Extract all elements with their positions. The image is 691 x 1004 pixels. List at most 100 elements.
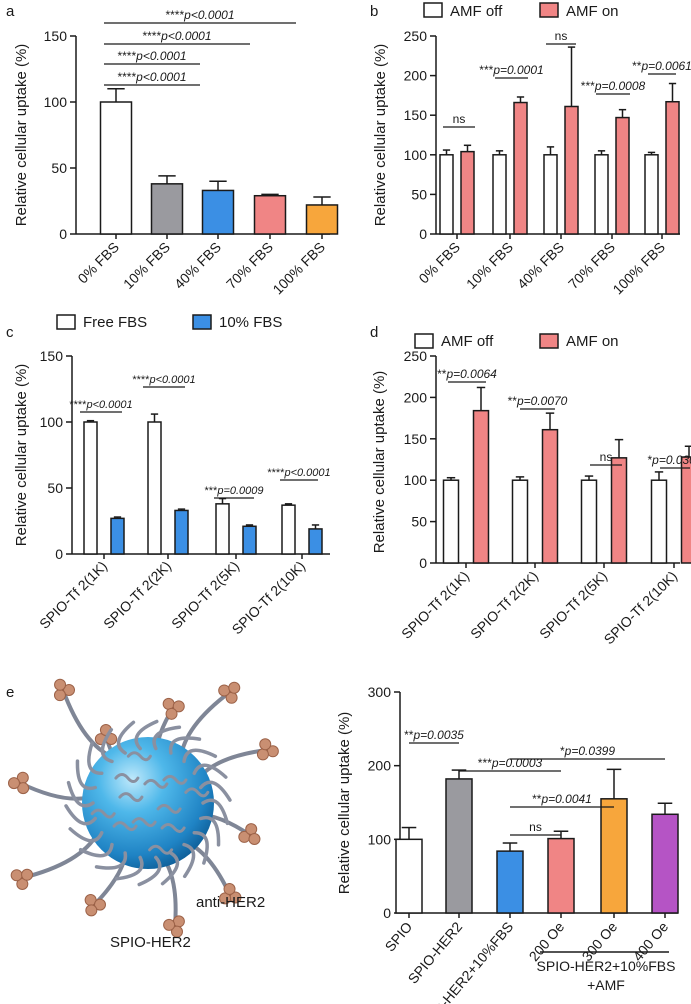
surface-loop-2 [148, 844, 174, 855]
legend-swatch-d-amf-off [414, 333, 434, 349]
antibody-surface [64, 719, 232, 887]
ytick-label-e-1: 100 [368, 831, 392, 847]
bar-c-s1-2 [242, 525, 257, 555]
bars-c [83, 421, 323, 555]
bar-c-s0-3 [281, 504, 296, 555]
sig-stars-e-4: * [560, 744, 565, 758]
xtick-label-b-3: 70% FBS [565, 239, 618, 292]
bar-c-s0-2 [215, 503, 230, 555]
legend-swatch-amf-on [539, 2, 559, 18]
bar-c-s1-1 [174, 509, 189, 555]
surface-loop-3 [131, 817, 157, 828]
ytick-label-b-3: 150 [404, 107, 428, 123]
bar-c-s0-1 [147, 421, 162, 555]
chart-c: c Relative cellular uptake (%) Free FBS … [6, 314, 331, 637]
bar-a-1 [150, 183, 184, 235]
xtick-label-c-1: SPIO-Tf 2(2K) [100, 558, 174, 632]
sig-stars-c-1: **** [132, 374, 150, 386]
ytick-label-d-0: 0 [419, 555, 427, 571]
antibody-lobe-7-2 [248, 833, 261, 846]
sig-pvalue-b-1: p=0.0001 [492, 63, 543, 77]
sig-pvalue-d-0: p=0.0064 [445, 367, 497, 381]
peg-chain-0 [61, 688, 116, 760]
antibody-lobe-0-1 [53, 689, 66, 702]
sig-pvalue-a-2: p<0.0001 [160, 29, 211, 43]
antibody-lobe-10-2 [223, 883, 236, 896]
sig-stars-e-1: *** [478, 756, 492, 770]
errors-e [401, 768, 673, 852]
legend-label-free-fbs: Free FBS [83, 314, 147, 331]
sig-label-b-4: **p=0.0061 [632, 59, 691, 73]
ylabel-e: Relative cellular uptake (%) [336, 712, 353, 895]
antibody-lobe-0-2 [54, 678, 67, 691]
illustration-e: e anti-HER2 SPIO-HER2 [6, 678, 279, 951]
sig-pvalue-d-1: p=0.0070 [516, 394, 568, 408]
sig-stars-e-3: ** [532, 792, 542, 806]
antibody-lobe-5-2 [259, 738, 272, 751]
sig-label-c-0: ****p<0.0001 [69, 399, 132, 411]
surface-chain-17 [152, 725, 182, 751]
surface-chain-16 [134, 719, 159, 751]
sig-label-d-1: **p=0.0070 [508, 394, 568, 408]
surface-chain-13 [87, 741, 104, 776]
bar-b-s0-2 [543, 154, 558, 235]
surface-chain-10 [64, 804, 97, 826]
sig-label-d-0: **p=0.0064 [437, 367, 497, 381]
errors-d [446, 386, 691, 481]
panel-label-a: a [6, 3, 15, 20]
surface-chain-15 [116, 720, 136, 755]
sig-label-e-0: **p=0.0035 [404, 728, 464, 742]
bars-b [439, 100, 680, 235]
bar-c-s0-0 [83, 421, 98, 555]
antibody-lobe-4-2 [8, 777, 21, 790]
antibody-lobe-6-2 [21, 868, 34, 881]
xtick-label-b-0: 0% FBS [415, 239, 463, 287]
chart-b: b Relative cellular uptake (%) AMF off A… [370, 2, 691, 297]
sig-stars-d-1: ** [508, 394, 518, 408]
sig-pvalue-d-3: p=0.0305 [651, 453, 691, 467]
sig-e: **p=0.0035***p=0.0003ns**p=0.0041*p=0.03… [404, 728, 665, 836]
ytick-label-a-2: 100 [44, 94, 68, 110]
yaxis-c: 0 50 100 150 [40, 348, 73, 562]
bar-e-1 [445, 778, 473, 914]
surface-chain-8 [78, 842, 114, 858]
bar-b-s0-1 [492, 154, 507, 235]
sig-pvalue-c-3: p<0.0001 [283, 467, 330, 479]
xtick-label-b-2: 40% FBS [514, 239, 567, 292]
panel-label-b: b [370, 3, 378, 20]
antibody-lobe-9-2 [163, 918, 176, 931]
surface-chain-9 [68, 827, 104, 843]
xtick-label-a-3: 70% FBS [223, 239, 276, 292]
bar-e-0 [395, 838, 423, 914]
sig-stars-b-4: ** [632, 59, 642, 73]
bar-b-s0-4 [644, 154, 659, 235]
antibody-lobe-5-1 [256, 748, 269, 761]
chart-a: a Relative cellular uptake (%) 0 50 100 150… [6, 3, 339, 297]
surface-loop-8 [126, 751, 152, 762]
bar-b-s1-3 [615, 116, 630, 235]
legend-c: Free FBS 10% FBS [56, 314, 282, 331]
ytick-label-e-0: 0 [383, 905, 391, 921]
ytick-label-a-1: 50 [51, 160, 67, 176]
bar-d-s1-3 [680, 456, 691, 564]
ytick-label-d-4: 200 [404, 389, 428, 405]
xtick-label-d-1: SPIO-Tf 2(2K) [467, 568, 541, 642]
sig-stars-a-0: **** [117, 70, 136, 84]
sig-pvalue-c-1: p<0.0001 [148, 374, 195, 386]
ytick-label-e-3: 300 [368, 684, 392, 700]
antibody-lobe-6-1 [10, 869, 23, 882]
sig-stars-e-0: ** [404, 728, 414, 742]
antibody-label: anti-HER2 [196, 894, 265, 911]
panel-label-e: e [6, 684, 14, 701]
surface-chain-6 [114, 855, 144, 881]
ytick-label-c-0: 0 [55, 546, 63, 562]
peg-chain-1 [178, 690, 232, 761]
bar-e-5 [651, 813, 679, 914]
antibody-lobe-9-1 [170, 925, 183, 938]
surface-chain-14 [100, 727, 114, 764]
sig-label-a-3: ****p<0.0001 [165, 8, 234, 22]
spio-nanoparticle [82, 737, 214, 869]
bar-b-s1-2 [564, 105, 579, 235]
